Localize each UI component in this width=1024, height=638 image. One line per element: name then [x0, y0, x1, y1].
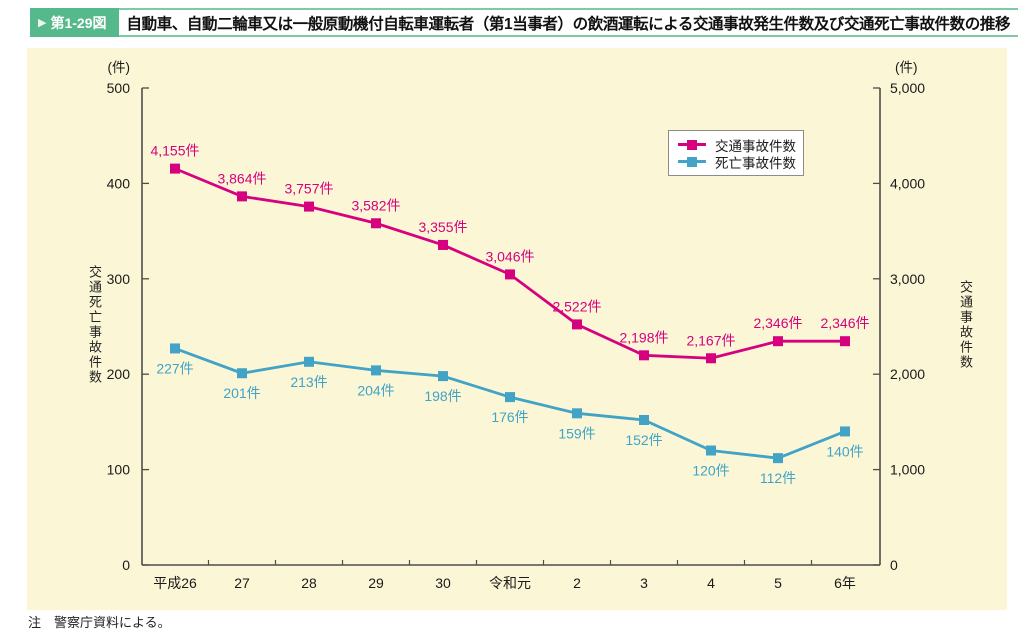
- figure-title: 自動車、自動二輪車又は一般原動機付自転車運転者（第1当事者）の飲酒運転による交通…: [118, 8, 1019, 37]
- data-point: [840, 336, 850, 347]
- right-axis-tick-label: 5,000: [890, 80, 925, 96]
- data-point: [572, 408, 582, 419]
- data-label: 198件: [424, 388, 461, 404]
- figure-number: 第1-29図: [50, 14, 107, 31]
- x-axis-label: 28: [301, 575, 317, 591]
- right-axis-tick-label: 2,000: [890, 366, 925, 382]
- data-label: 2,198件: [619, 329, 668, 345]
- data-label: 2,346件: [753, 315, 802, 331]
- left-axis-tick-label: 100: [107, 462, 131, 478]
- right-axis-tick-label: 4,000: [890, 175, 925, 191]
- right-axis-tick-label: 1,000: [890, 462, 925, 478]
- data-point: [773, 453, 783, 464]
- x-axis-label: 27: [234, 575, 250, 591]
- x-axis-label: 平成26: [153, 575, 197, 591]
- legend-marker-accidents-icon: [678, 139, 706, 150]
- x-axis-label: 2: [573, 575, 581, 591]
- legend-marker-fatal-icon: [678, 156, 706, 167]
- data-point: [371, 218, 381, 229]
- legend-label: 交通事故件数: [715, 138, 796, 154]
- right-axis-unit: (件): [895, 60, 918, 75]
- data-label: 140件: [826, 443, 863, 459]
- data-point: [572, 319, 582, 330]
- x-axis-label: 3: [640, 575, 648, 591]
- x-axis-label: 29: [368, 575, 384, 591]
- data-label: 4,155件: [150, 143, 199, 159]
- x-axis-label: 5: [774, 575, 782, 591]
- data-point: [237, 368, 247, 379]
- figure-number-badge: ▶ 第1-29図: [30, 8, 119, 37]
- series-traffic-accidents: 4,155件 3,864件 3,757件 3,582件 3,355件 3,046件 2,52…: [150, 143, 870, 364]
- data-label: 152件: [625, 432, 662, 448]
- data-point: [237, 191, 247, 202]
- data-point: [639, 350, 649, 361]
- series-line: [174, 347, 846, 460]
- figure-header: ▶ 第1-29図 自動車、自動二輪車又は一般原動機付自転車運転者（第1当事者）の…: [30, 8, 1019, 37]
- legend-item-fatal-accidents: 死亡事故件数: [678, 153, 796, 171]
- left-axis-tick-label: 0: [122, 557, 130, 573]
- data-point: [304, 356, 314, 367]
- data-point: [438, 371, 448, 382]
- data-point: [304, 201, 314, 212]
- legend-item-traffic-accidents: 交通事故件数: [678, 136, 796, 154]
- data-point: [706, 353, 716, 364]
- data-label: 120件: [692, 463, 729, 479]
- data-label: 3,864件: [217, 170, 266, 186]
- data-label: 3,046件: [485, 248, 534, 264]
- data-label: 227件: [156, 360, 193, 376]
- data-point: [706, 445, 716, 456]
- data-point: [773, 336, 783, 347]
- data-label: 112件: [760, 470, 796, 486]
- data-label: 2,346件: [820, 315, 869, 331]
- data-label: 3,355件: [418, 219, 467, 235]
- x-axis-label: 30: [435, 575, 451, 591]
- right-axis-tick-label: 3,000: [890, 271, 925, 287]
- left-axis-tick-label: 300: [107, 271, 131, 287]
- badge-arrow-icon: ▶: [38, 17, 47, 29]
- left-axis-tick-label: 200: [107, 366, 131, 382]
- series-fatal-accidents: 227件 201件 213件 204件 198件 176件 159件 152件 120件 112件…: [156, 343, 864, 486]
- data-label: 3,757件: [284, 181, 333, 197]
- x-axis-label: 令和元: [489, 575, 531, 591]
- data-point: [371, 365, 381, 376]
- data-point: [170, 343, 180, 354]
- left-axis-tick-label: 500: [107, 80, 131, 96]
- left-axis-unit: (件): [108, 60, 131, 75]
- left-axis-title: 交通死亡事故件数: [87, 265, 102, 385]
- data-point: [170, 163, 180, 174]
- right-axis-title: 交通事故件数: [958, 280, 973, 370]
- chart-legend: 交通事故件数 死亡事故件数: [668, 130, 804, 176]
- data-point: [438, 239, 448, 250]
- data-label: 159件: [558, 425, 595, 441]
- data-point: [505, 269, 515, 280]
- data-point: [505, 392, 515, 403]
- line-chart: 50040030020010005,0004,0003,0002,0001,00…: [107, 60, 926, 591]
- data-label: 2,167件: [686, 332, 735, 348]
- data-label: 213件: [290, 374, 327, 390]
- data-label: 204件: [357, 382, 394, 398]
- data-label: 176件: [491, 409, 528, 425]
- data-point: [840, 426, 850, 437]
- right-axis-tick-label: 0: [890, 557, 898, 573]
- data-label: 2,522件: [552, 298, 601, 314]
- x-axis-label: 4: [707, 575, 715, 591]
- chart-panel: 500 400 300 200 100 0 5,000 4,000 3,000 2,000 1,00…: [27, 48, 1007, 610]
- x-axis-label: 6年: [834, 575, 856, 591]
- legend-label: 死亡事故件数: [715, 155, 796, 171]
- data-label: 3,582件: [351, 197, 400, 213]
- left-axis-tick-label: 400: [107, 175, 131, 191]
- source-note: 注 警察庁資料による。: [28, 615, 171, 630]
- data-label: 201件: [223, 385, 260, 401]
- data-point: [639, 414, 649, 425]
